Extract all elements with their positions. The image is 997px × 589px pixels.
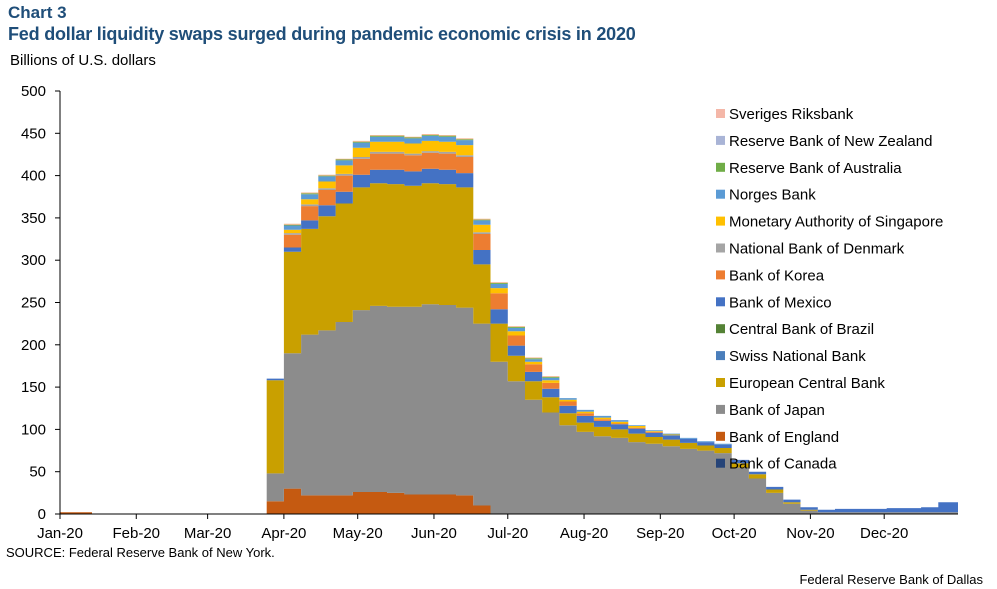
y-tick-label: 150 (21, 379, 46, 396)
series-areas (60, 134, 958, 515)
area-bank-of-england (60, 488, 958, 514)
chart-label: Chart 3 (8, 3, 67, 22)
legend-swatch (716, 162, 725, 172)
legend-item-swiss-national-bank: Swiss National Bank (716, 348, 866, 365)
y-tick-label: 450 (21, 125, 46, 142)
x-tick-label: Sep-20 (636, 525, 684, 542)
legend-label: Bank of Mexico (729, 294, 832, 311)
credit-line: Federal Reserve Bank of Dallas (799, 572, 983, 587)
x-tick-label: Jan-20 (37, 525, 83, 542)
y-axis-ticks: 0 50 100 150 200 250 300 350 400 450 500 (21, 83, 60, 523)
legend-swatch (716, 243, 725, 253)
y-tick-label: 0 (38, 506, 46, 523)
y-tick-label: 50 (29, 464, 46, 481)
legend-item-central-bank-of-brazil: Central Bank of Brazil (716, 321, 874, 338)
legend-item-bank-of-japan: Bank of Japan (716, 402, 825, 419)
chart-title: Fed dollar liquidity swaps surged during… (8, 24, 636, 44)
x-tick-label: Feb-20 (113, 525, 161, 542)
legend-label: Bank of Canada (729, 456, 837, 473)
legend-swatch (716, 189, 725, 199)
legend-swatch (716, 135, 725, 145)
legend-swatch (716, 458, 725, 468)
legend-label: Bank of England (729, 429, 839, 446)
x-tick-label: Apr-20 (261, 525, 306, 542)
legend-item-european-central-bank: European Central Bank (716, 375, 885, 392)
legend-item-national-bank-of-denmark: National Bank of Denmark (716, 241, 905, 258)
legend-label: Monetary Authority of Singapore (729, 214, 943, 231)
area-european-central-bank (60, 183, 958, 514)
legend-label: Norges Bank (729, 187, 816, 204)
x-tick-label: Jul-20 (487, 525, 528, 542)
y-tick-label: 400 (21, 168, 46, 185)
area-bank-of-korea (60, 152, 958, 515)
legend-item-bank-of-england: Bank of England (716, 429, 839, 446)
legend-item-norges-bank: Norges Bank (716, 187, 816, 204)
legend-label: Reserve Bank of New Zealand (729, 133, 932, 150)
legend-swatch (716, 351, 725, 361)
x-axis-ticks: Jan-20 Feb-20 Mar-20 Apr-20 May-20 Jun-20 Jul-… (37, 514, 908, 542)
y-tick-label: 250 (21, 295, 46, 312)
area-bank-of-japan (60, 304, 958, 514)
x-tick-label: May-20 (333, 525, 383, 542)
legend-label: Central Bank of Brazil (729, 321, 874, 338)
legend-item-bank-of-mexico: Bank of Mexico (716, 294, 832, 311)
x-tick-label: Aug-20 (560, 525, 608, 542)
legend-label: Bank of Korea (729, 267, 825, 284)
legend-label: Sveriges Riksbank (729, 106, 854, 123)
legend-item-reserve-bank-of-australia: Reserve Bank of Australia (716, 160, 902, 177)
legend: Sveriges Riksbank Reserve Bank of New Zea… (716, 106, 943, 473)
y-tick-label: 350 (21, 210, 46, 227)
legend-label: Swiss National Bank (729, 348, 866, 365)
legend-swatch (716, 297, 725, 307)
legend-label: European Central Bank (729, 375, 885, 392)
y-tick-label: 100 (21, 421, 46, 438)
legend-label: Reserve Bank of Australia (729, 160, 902, 177)
legend-item-bank-of-korea: Bank of Korea (716, 267, 825, 284)
legend-swatch (716, 378, 725, 387)
legend-item-reserve-bank-of-new-zealand: Reserve Bank of New Zealand (716, 133, 932, 150)
y-tick-label: 500 (21, 83, 46, 100)
legend-swatch (716, 431, 725, 441)
x-tick-label: Dec-20 (860, 525, 908, 542)
x-tick-label: Jun-20 (411, 525, 457, 542)
y-axis-units: Billions of U.S. dollars (10, 52, 156, 69)
legend-item-bank-of-canada: Bank of Canada (716, 456, 837, 473)
x-tick-label: Oct-20 (712, 525, 757, 542)
legend-swatch (716, 109, 725, 118)
legend-swatch (716, 404, 725, 414)
legend-swatch (716, 324, 725, 334)
x-tick-label: Nov-20 (786, 525, 834, 542)
y-tick-label: 300 (21, 252, 46, 269)
y-tick-label: 200 (21, 337, 46, 354)
legend-swatch (716, 216, 725, 226)
legend-label: National Bank of Denmark (729, 241, 905, 258)
legend-label: Bank of Japan (729, 402, 825, 419)
legend-swatch (716, 270, 725, 280)
x-tick-label: Mar-20 (184, 525, 232, 542)
legend-item-sveriges-riksbank: Sveriges Riksbank (716, 106, 854, 123)
source-note: SOURCE: Federal Reserve Bank of New York… (6, 545, 275, 560)
legend-item-monetary-authority-of-singapore: Monetary Authority of Singapore (716, 214, 943, 231)
